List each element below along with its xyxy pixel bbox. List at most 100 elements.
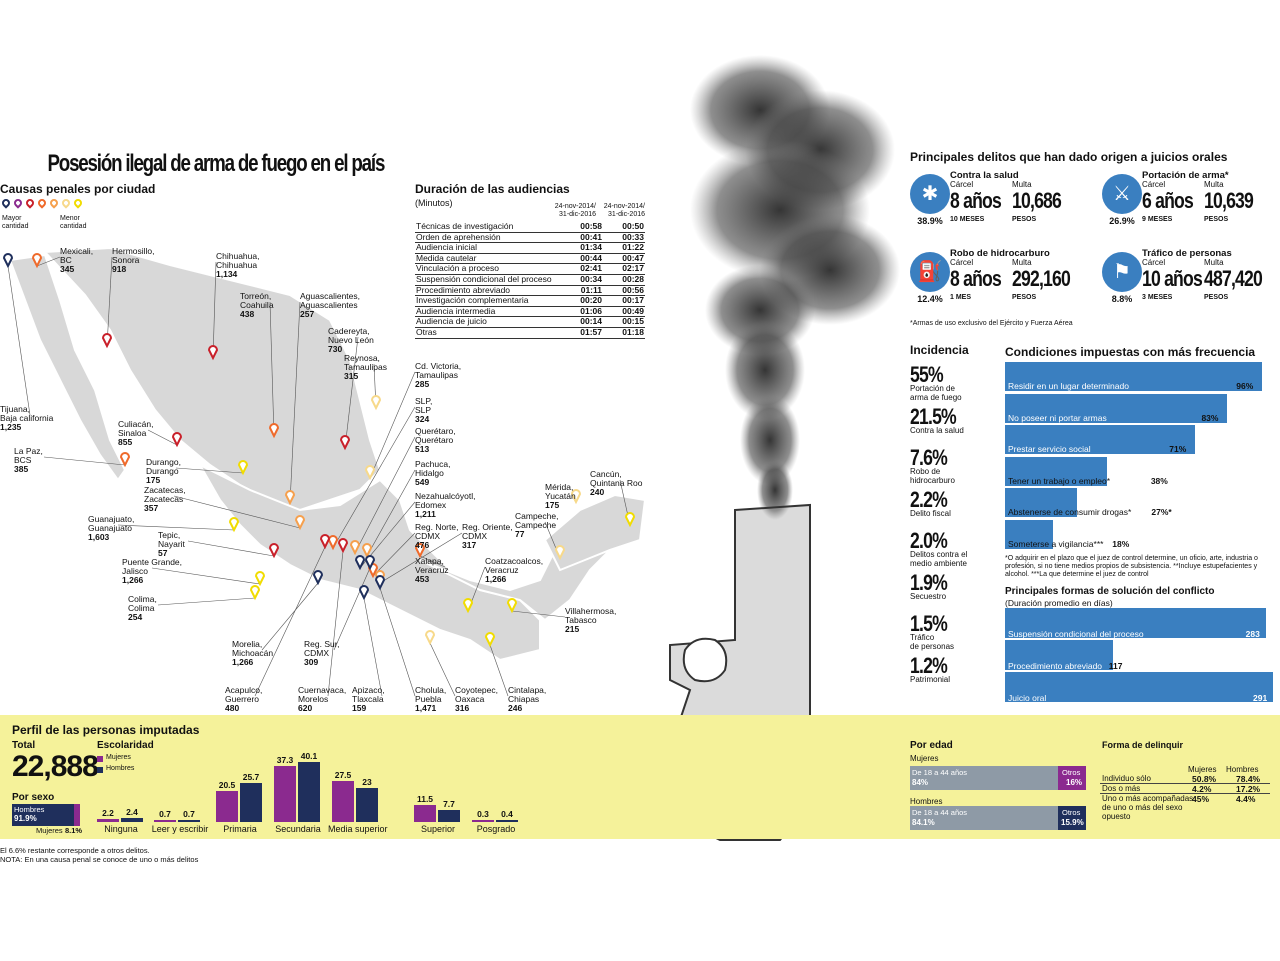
multa-label: Multa xyxy=(1012,258,1032,267)
escolaridad-value: 23 xyxy=(362,776,372,787)
forma-title: Forma de delinquir xyxy=(1102,740,1184,750)
carcel-sub: 3 MESES xyxy=(1142,294,1173,301)
city-state: BCS xyxy=(14,455,32,465)
city-name: SLP, xyxy=(415,396,433,406)
city-value: 309 xyxy=(304,657,319,667)
carcel-label: Cárcel xyxy=(950,258,974,267)
forma-label: Individuo sólo xyxy=(1102,774,1151,783)
city-label: Hermosillo, Sonora 918 xyxy=(112,247,155,274)
duration-label: Técnicas de investigación xyxy=(415,221,561,233)
city-name: Guanajuato, xyxy=(88,514,135,524)
city-leader xyxy=(175,467,244,474)
map-yucatan xyxy=(543,493,647,572)
city-pin xyxy=(249,585,261,601)
city-value: 453 xyxy=(415,574,430,584)
incidencia-pct: 55% xyxy=(910,362,944,387)
city-state: BC xyxy=(60,255,72,265)
duration-value-a: 01:11 xyxy=(561,285,603,297)
city-value: 345 xyxy=(60,264,75,274)
city-state: Tlaxcala xyxy=(352,694,384,704)
duration-value-a: 00:58 xyxy=(561,221,603,233)
duration-label: Medida cautelar xyxy=(415,253,561,265)
escolaridad-value: 25.7 xyxy=(242,772,260,783)
city-label: Aguascalientes, Aguascalientes 257 xyxy=(300,292,360,319)
incidencia-label: Tráfico de personas xyxy=(910,633,955,651)
city-value: 257 xyxy=(300,309,315,319)
map-north xyxy=(42,246,382,512)
escolaridad-bar xyxy=(414,804,436,822)
duration-value-b: 00:17 xyxy=(603,296,645,307)
condicion-label: Residir en un lugar determinado xyxy=(1008,381,1129,391)
crime-item: ⚔ 26.9% Portación de arma* Cárcel 6 años 9 ME… xyxy=(1102,170,1280,230)
city-name: Colima, xyxy=(128,594,157,604)
multa-label: Multa xyxy=(1204,258,1224,267)
city-state: Guerrero xyxy=(225,694,260,704)
duration-value-b: 02:17 xyxy=(603,264,645,275)
city-name: Tepic, xyxy=(158,530,181,540)
forma-label: Dos o más xyxy=(1102,784,1141,793)
city-value: 357 xyxy=(144,503,159,513)
escolaridad-bar xyxy=(496,820,518,822)
crime-icon: ⚑ xyxy=(1102,252,1142,292)
city-label: Apizaco, Tlaxcala 159 xyxy=(352,686,385,713)
crime-pct: 8.8% xyxy=(1111,294,1133,304)
sexo-mujeres-label: Mujeres xyxy=(36,826,63,835)
duration-row: Otras 01:57 01:18 xyxy=(415,327,645,339)
escolaridad-category: Posgrado xyxy=(476,824,516,834)
principal-title: Principales delitos que han dado origen … xyxy=(910,150,1228,164)
legend-hombres: Hombres xyxy=(106,765,135,772)
duration-value-a: 02:41 xyxy=(561,264,603,275)
city-name: Pachuca, xyxy=(415,459,451,469)
city-leader xyxy=(261,582,319,651)
city-value: 240 xyxy=(590,487,605,497)
duration-value-a: 00:44 xyxy=(561,253,603,265)
city-name: Zacatecas, xyxy=(144,485,186,495)
incidencia-label: Secuestro xyxy=(910,591,947,601)
city-leader xyxy=(354,436,416,554)
solucion-value: 291 xyxy=(1253,693,1268,703)
duration-label: Vinculación a proceso xyxy=(415,264,561,275)
multa-label: Multa xyxy=(1012,180,1032,189)
city-value: 175 xyxy=(146,475,161,485)
incidencia-pct: 7.6% xyxy=(910,445,948,470)
perfil-title: Perfil de las personas imputadas xyxy=(12,723,200,737)
escolaridad-value: 37.3 xyxy=(276,755,294,766)
city-leader xyxy=(289,301,301,504)
incidencia-pct: 2.2% xyxy=(910,486,948,512)
city-name: Torreón, xyxy=(240,291,272,301)
city-label: Culiacán, Sinaloa 855 xyxy=(118,420,153,447)
duration-value-b: 00:50 xyxy=(603,221,645,233)
city-name: Durango, xyxy=(146,457,181,467)
city-state: Baja california xyxy=(0,413,54,423)
edad-h-otros: Otros xyxy=(1062,808,1081,817)
condiciones-title: Condiciones impuestas con más frecuencia xyxy=(1005,345,1256,359)
city-pin xyxy=(484,632,496,648)
city-label: Cd. Victoria, Tamaulipas 285 xyxy=(415,362,461,389)
duration-row: Investigación complementaria 00:20 00:17 xyxy=(415,296,645,307)
duration-label: Investigación complementaria xyxy=(415,296,561,307)
duration-row: Audiencia inicial 01:34 01:22 xyxy=(415,243,645,254)
incidencia-pct: 1.9% xyxy=(910,569,948,595)
city-pin xyxy=(624,512,636,528)
page-title: Posesión ilegal de arma de fuego en el p… xyxy=(47,150,385,177)
city-state: CDMX xyxy=(415,531,441,541)
city-leader xyxy=(106,256,113,347)
duration-value-b: 00:15 xyxy=(603,317,645,328)
city-leader xyxy=(369,371,416,479)
incidencia-label: Robo de hidrocarburo xyxy=(910,467,955,485)
edad-m-bar xyxy=(910,766,1058,790)
city-pin xyxy=(228,517,240,533)
city-value: 730 xyxy=(328,344,343,354)
city-label: Morelia, Michoacán 1,266 xyxy=(232,640,273,667)
city-state: Querétaro xyxy=(415,435,454,445)
crime-pct: 12.4% xyxy=(917,294,943,304)
pin-legend: Mayor cantidad Menor cantidad xyxy=(0,197,102,237)
city-value: 549 xyxy=(415,477,430,487)
city-state: Guanajuato xyxy=(88,523,132,533)
city-label: Reg. Sur, CDMX 309 xyxy=(304,640,339,667)
crime-item: ✱ 38.9% Contra la salud Cárcel 8 años 10 MESE… xyxy=(910,170,1210,230)
escolaridad-bar xyxy=(438,810,460,822)
multa-value: 10,686 xyxy=(1012,188,1062,213)
city-value: 246 xyxy=(508,703,523,713)
city-name: Villahermosa, xyxy=(565,606,617,616)
